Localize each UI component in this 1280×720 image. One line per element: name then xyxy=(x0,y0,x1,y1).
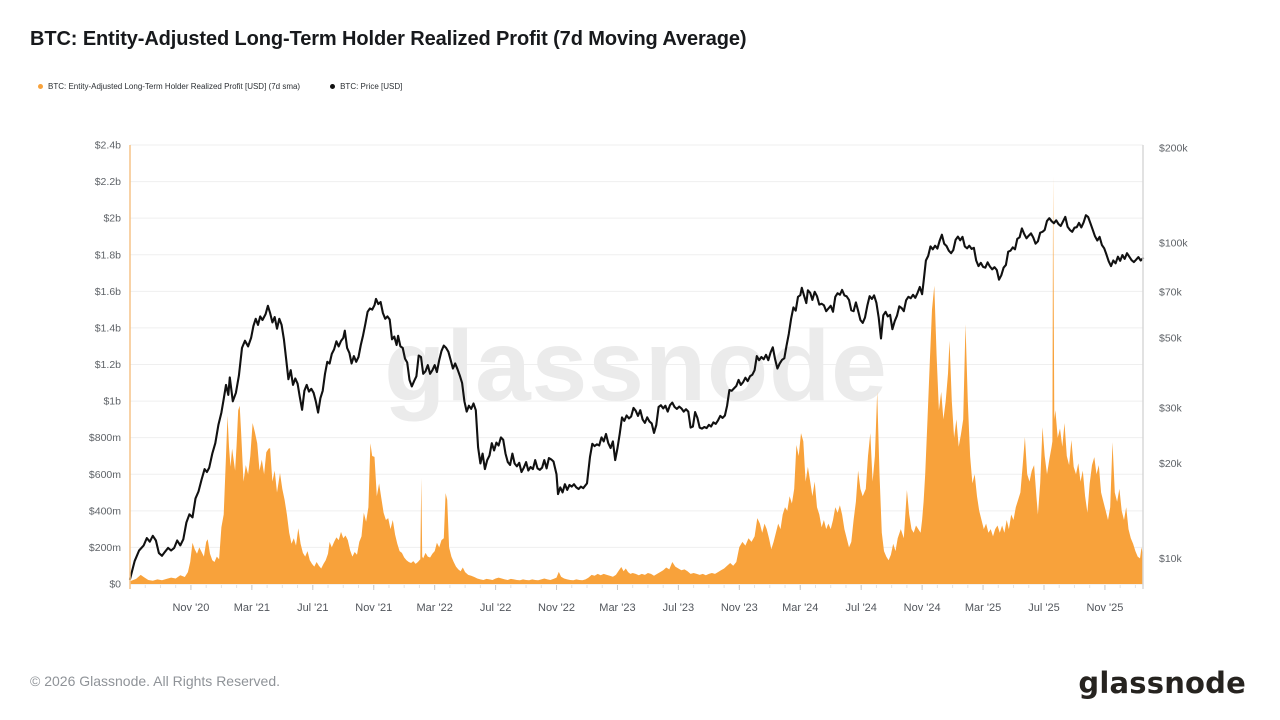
y-right-label: $20k xyxy=(1159,458,1183,470)
axis-labels: $0 $200m $400m $600m $800m $1b $1.2b $1.4b $1.6b… xyxy=(89,140,1188,615)
x-tick-label: Mar '21 xyxy=(234,602,270,614)
glassnode-logo: glassnode xyxy=(1078,666,1246,700)
x-tick-label: Mar '22 xyxy=(416,602,452,614)
x-tick-label: Mar '23 xyxy=(599,602,635,614)
axes-layer xyxy=(129,145,1144,590)
page-title: BTC: Entity-Adjusted Long-Term Holder Re… xyxy=(30,28,747,50)
y-left-label: $800m xyxy=(89,432,121,444)
x-tick-label: Nov '23 xyxy=(721,602,758,614)
legend-item-price[interactable]: BTC: Price [USD] xyxy=(330,82,402,91)
y-right-label: $10k xyxy=(1159,553,1183,565)
legend: BTC: Entity-Adjusted Long-Term Holder Re… xyxy=(38,82,402,91)
y-left-label: $1.4b xyxy=(95,322,121,334)
x-tick-label: Jul '23 xyxy=(663,602,694,614)
legend-label-realized-profit: BTC: Entity-Adjusted Long-Term Holder Re… xyxy=(48,82,301,91)
realized-profit-area xyxy=(130,176,1143,584)
legend-dot-profit-icon xyxy=(38,84,43,89)
x-tick-label: Mar '24 xyxy=(782,602,818,614)
x-tick-label: Jul '22 xyxy=(480,602,511,614)
x-tick-label: Jul '24 xyxy=(845,602,876,614)
y-left-label: $0 xyxy=(109,579,121,591)
series-layer xyxy=(128,176,1145,584)
x-tick-label: Nov '20 xyxy=(172,602,209,614)
y-left-label: $2b xyxy=(103,213,121,225)
x-tick-label: Nov '22 xyxy=(538,602,575,614)
y-left-label: $600m xyxy=(89,469,121,481)
y-right-label: $100k xyxy=(1159,237,1188,249)
y-right-label: $50k xyxy=(1159,332,1183,344)
y-right-label: $200k xyxy=(1159,143,1188,155)
x-tick-label: Jul '21 xyxy=(297,602,328,614)
x-tick-label: Nov '24 xyxy=(904,602,941,614)
y-left-label: $1.8b xyxy=(95,249,121,261)
y-left-label: $1b xyxy=(103,396,121,408)
y-left-label: $2.2b xyxy=(95,176,121,188)
x-tick-label: Nov '21 xyxy=(355,602,392,614)
legend-dot-price-icon xyxy=(330,84,336,89)
y-right-label: $30k xyxy=(1159,402,1183,414)
watermark-text: glassnode xyxy=(384,310,888,422)
copyright-text: © 2026 Glassnode. All Rights Reserved. xyxy=(30,673,281,689)
price-line xyxy=(128,214,1145,581)
y-left-label: $1.6b xyxy=(95,286,121,298)
x-tick-label: Jul '25 xyxy=(1028,602,1059,614)
y-left-label: $1.2b xyxy=(95,359,121,371)
legend-label-price: BTC: Price [USD] xyxy=(340,82,403,91)
x-tick-label: Nov '25 xyxy=(1086,602,1123,614)
y-left-label: $400m xyxy=(89,505,121,517)
legend-item-realized-profit[interactable]: BTC: Entity-Adjusted Long-Term Holder Re… xyxy=(38,82,300,91)
x-tick-label: Mar '25 xyxy=(965,602,1001,614)
y-left-label: $2.4b xyxy=(95,140,121,152)
y-left-label: $200m xyxy=(89,542,121,554)
y-right-label: $70k xyxy=(1159,286,1183,298)
